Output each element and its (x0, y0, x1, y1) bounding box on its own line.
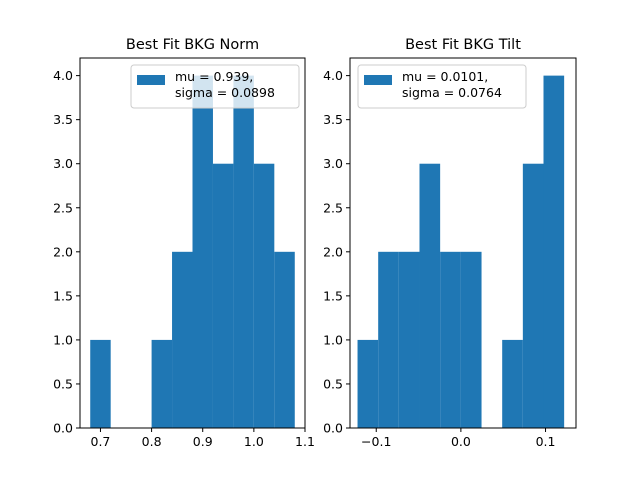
legend-box (357, 64, 527, 109)
legend-label: mu = 0.939, (175, 69, 253, 84)
y-tick-label: 0.5 (323, 376, 343, 391)
y-tick-label: 1.5 (323, 288, 343, 303)
histogram-bar (522, 163, 544, 428)
y-tick-label: 2.5 (53, 200, 73, 215)
y-axis: 0.0 0.5 1.0 1.5 2.0 2.5 3.0 3.5 4.0 (323, 68, 350, 436)
histogram-bar (440, 251, 461, 428)
x-axis: −0.1 0.0 0.1 (361, 428, 555, 449)
histogram-bar (419, 163, 441, 428)
x-tick-label: 0.1 (536, 434, 556, 449)
histogram-bar (357, 339, 379, 428)
histogram-bar (233, 75, 254, 428)
chart-title: Best Fit BKG Tilt (405, 37, 521, 53)
x-tick-label: −0.1 (361, 434, 391, 449)
x-tick-label: 0.7 (91, 434, 111, 449)
histogram-bar (378, 251, 399, 428)
y-tick-label: 1.5 (53, 288, 73, 303)
histogram-bar (151, 339, 173, 428)
histogram-bar (90, 339, 111, 428)
y-tick-label: 1.0 (53, 332, 73, 347)
x-axis: 0.7 0.8 0.9 1.0 1.1 (91, 428, 315, 449)
legend-label: sigma = 0.0898 (175, 85, 275, 100)
y-tick-label: 0.0 (323, 421, 343, 436)
histogram-bar (502, 339, 523, 428)
histogram-bars (90, 75, 295, 428)
histogram-bar (460, 251, 482, 428)
y-tick-label: 4.0 (323, 68, 343, 83)
histogram-bar (274, 251, 295, 428)
axes-frame (79, 57, 306, 429)
subplot-bkg-tilt: Best Fit BKG Tilt 0.0 0.5 1.0 1.5 2.0 2.5 3.0 3.… (323, 37, 577, 449)
x-tick-label: 0.8 (142, 434, 162, 449)
x-tick-label: 1.0 (244, 434, 264, 449)
histogram-bar (398, 251, 420, 428)
y-tick-label: 2.5 (323, 200, 343, 215)
y-tick-label: 0.0 (53, 421, 73, 436)
x-tick-label: 0.0 (451, 434, 471, 449)
axes-frame (349, 57, 577, 429)
y-tick-label: 0.5 (53, 376, 73, 391)
histogram-bar (543, 75, 565, 428)
y-tick-label: 4.0 (53, 68, 73, 83)
y-axis: 0.0 0.5 1.0 1.5 2.0 2.5 3.0 3.5 4.0 (53, 68, 80, 436)
y-tick-label: 3.5 (323, 112, 343, 127)
histogram-bar (253, 163, 275, 428)
y-tick-label: 2.0 (53, 244, 73, 259)
legend-label: mu = 0.0101, (402, 69, 488, 84)
legend-swatch (137, 75, 165, 85)
y-tick-label: 1.0 (323, 332, 343, 347)
y-tick-label: 3.0 (323, 156, 343, 171)
legend: mu = 0.0101,sigma = 0.0764 (357, 64, 527, 109)
histogram-bar (172, 251, 193, 428)
x-tick-label: 0.9 (193, 434, 213, 449)
subplot-bkg-norm: Best Fit BKG Norm 0.0 0.5 1.0 1.5 2.0 2.5 3.0 3.… (53, 37, 315, 449)
legend: mu = 0.939,sigma = 0.0898 (130, 64, 300, 109)
y-tick-label: 2.0 (323, 244, 343, 259)
y-tick-label: 3.5 (53, 112, 73, 127)
histogram-bar (192, 75, 213, 428)
chart-title: Best Fit BKG Norm (126, 37, 259, 53)
legend-label: sigma = 0.0764 (402, 85, 502, 100)
x-tick-label: 1.1 (295, 434, 315, 449)
legend-swatch (364, 75, 392, 85)
legend-box (130, 64, 300, 109)
y-tick-label: 3.0 (53, 156, 73, 171)
histogram-bars (357, 75, 565, 428)
histogram-bar (212, 163, 234, 428)
